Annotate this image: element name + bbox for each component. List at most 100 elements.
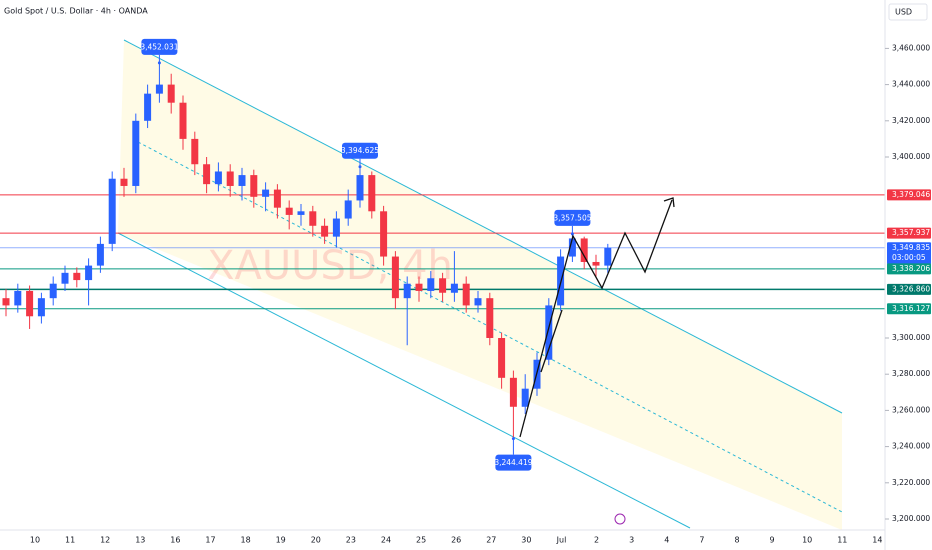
candle-body [380, 211, 388, 257]
callout-box [554, 209, 591, 226]
y-tick-label: 3,280.000 [892, 369, 930, 378]
candle-body [344, 200, 352, 219]
candle-body [179, 102, 187, 139]
channel-lower [117, 232, 691, 529]
candle-body [332, 218, 340, 237]
candle-body [108, 178, 116, 244]
candle-body [509, 377, 517, 407]
candle-body [486, 298, 494, 338]
level-label: 3,338.206 [892, 264, 930, 273]
currency[interactable]: USD [895, 8, 912, 17]
level-label-box [887, 227, 931, 239]
level-label: 3,357.937 [892, 228, 930, 237]
time-axis-bg [0, 530, 932, 550]
level-label: 3,326.860 [892, 284, 930, 293]
candle-body [262, 189, 270, 197]
candle-body [167, 84, 175, 103]
y-tick-label: 3,200.000 [892, 514, 930, 523]
candle-body [73, 272, 81, 281]
y-tick-label: 3,240.000 [892, 442, 930, 451]
x-tick-label: 23 [346, 536, 356, 545]
x-tick-label: 8 [734, 536, 739, 545]
candle-body [521, 388, 529, 407]
x-tick-label: 14 [872, 536, 882, 545]
candle-body [356, 175, 364, 201]
currency-box[interactable] [888, 3, 928, 21]
candle-body [580, 238, 588, 262]
candle-body [155, 84, 163, 94]
x-tick-label: 25 [416, 536, 426, 545]
callout-dot [157, 61, 161, 65]
x-tick-label: Jul [556, 536, 567, 545]
x-tick-label: 16 [170, 536, 180, 545]
level-label-box [887, 303, 931, 315]
candle-body [85, 265, 93, 281]
candle-body [273, 189, 281, 208]
x-tick-label: 19 [276, 536, 286, 545]
candle-body [604, 247, 612, 266]
candle-body [403, 283, 411, 299]
candle-body [285, 207, 293, 215]
x-tick-label: 24 [381, 536, 391, 545]
candle-body [214, 171, 222, 185]
candle-body [309, 211, 317, 226]
candle-body [250, 175, 258, 197]
candle-body [96, 243, 104, 266]
level-label-box [887, 189, 931, 201]
chart-title: Gold Spot / U.S. Dollar · 4h · OANDA [4, 7, 148, 16]
candle-body [37, 298, 45, 317]
candle-body [144, 93, 152, 121]
candle-body [49, 283, 57, 299]
x-tick-label: 13 [135, 536, 145, 545]
callout-label: 3,244.419 [494, 458, 532, 467]
level-label: 3,379.046 [892, 190, 930, 199]
y-tick-label: 3,420.000 [892, 116, 930, 125]
y-tick-label: 3,460.000 [892, 43, 930, 52]
candle-body [498, 338, 506, 378]
candle-body [14, 290, 22, 306]
candle-body [592, 261, 600, 266]
candle-body [568, 238, 576, 257]
callout-dot [358, 165, 362, 169]
candle-body [120, 178, 128, 186]
x-tick-label: 12 [100, 536, 110, 545]
x-tick-label: 11 [837, 536, 847, 545]
x-tick-label: 10 [30, 536, 40, 545]
candle-body [545, 305, 553, 360]
x-tick-label: 10 [802, 536, 812, 545]
channel-upper [123, 39, 843, 414]
candle-body [61, 272, 69, 284]
level-label: 3,349.835 [892, 243, 930, 252]
callout-box [495, 454, 532, 471]
level-label: 3,316.127 [892, 304, 930, 313]
x-tick-label: 9 [770, 536, 775, 545]
x-tick-label: 2 [594, 536, 599, 545]
y-tick-label: 3,300.000 [892, 333, 930, 342]
candle-body [26, 290, 34, 317]
y-tick-label: 3,220.000 [892, 478, 930, 487]
projection-path [519, 199, 673, 438]
x-tick-label: 7 [699, 536, 704, 545]
candle-body [226, 171, 234, 186]
candle-body [450, 283, 458, 293]
channel-fill [118, 40, 842, 530]
candle-body [427, 278, 435, 291]
candle-body [2, 298, 10, 306]
level-label-box [887, 263, 931, 275]
callout-dot [570, 232, 574, 236]
y-tick-label: 3,260.000 [892, 405, 930, 414]
candle-body [191, 138, 199, 165]
event-icon[interactable] [614, 513, 626, 525]
price-axis-bg [885, 0, 932, 550]
projection-path [540, 309, 563, 373]
x-tick-label: 3 [629, 536, 634, 545]
countdown: 03:00:05 [892, 253, 926, 262]
candle-body [132, 120, 140, 186]
callout-box [141, 38, 178, 55]
projection-arrow [663, 197, 675, 208]
candle-body [321, 225, 329, 237]
x-tick-label: 18 [241, 536, 251, 545]
callout-label: 3,394.625 [341, 146, 379, 155]
x-tick-label: 17 [205, 536, 215, 545]
